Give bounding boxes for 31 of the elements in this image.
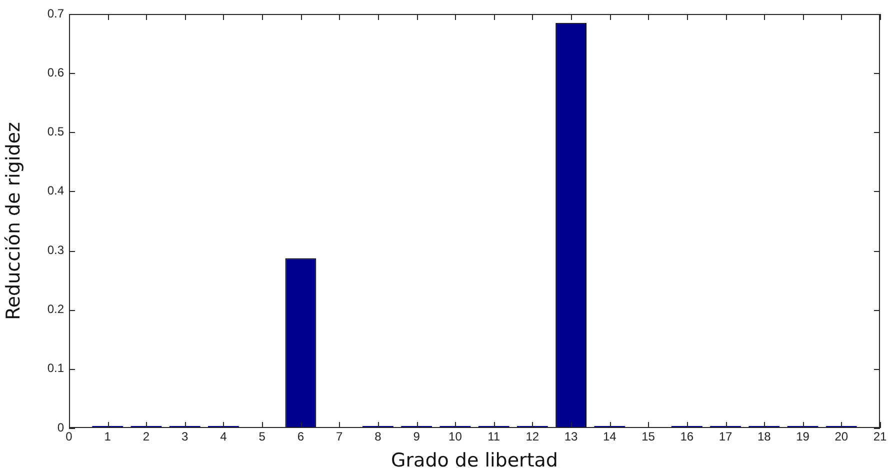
x-tick-label: 10 [448, 430, 462, 444]
x-tick-label: 3 [182, 430, 189, 444]
x-tick-label: 20 [834, 430, 848, 444]
x-tick-label: 8 [374, 430, 382, 444]
x-tick-label: 17 [718, 430, 733, 444]
x-tick-label: 13 [564, 430, 578, 444]
y-tick-label: 0.1 [47, 361, 64, 376]
y-tick-label: 0.3 [47, 242, 64, 257]
y-tick-label: 0.5 [47, 124, 64, 139]
y-tick-label: 0 [57, 420, 64, 434]
x-tick-label: 1 [104, 430, 112, 444]
x-tick-label: 18 [757, 430, 772, 444]
x-tick-label: 6 [297, 430, 304, 444]
x-tick-label: 12 [526, 430, 540, 444]
x-tick-label: 16 [680, 430, 694, 444]
x-tick-label: 7 [336, 430, 343, 444]
y-tick-label: 0.2 [47, 302, 64, 316]
x-tick-label: 5 [258, 430, 266, 444]
x-tick-label: 11 [488, 430, 500, 444]
x-tick-label: 15 [642, 430, 656, 444]
x-tick-label: 21 [873, 430, 887, 444]
y-tick-label: 0.7 [47, 6, 64, 20]
x-axis-title: Grado de libertad [391, 450, 558, 472]
y-tick-label: 0.4 [47, 184, 64, 198]
x-tick-label: 4 [220, 430, 228, 444]
y-tick-label: 0.6 [47, 65, 64, 80]
x-tick-label: 9 [413, 430, 420, 444]
x-tick-label: 19 [796, 430, 810, 444]
y-axis-title: Reducción de rigidez [2, 122, 24, 320]
x-tick-label: 14 [602, 430, 617, 444]
x-tick-label: 2 [142, 430, 150, 444]
